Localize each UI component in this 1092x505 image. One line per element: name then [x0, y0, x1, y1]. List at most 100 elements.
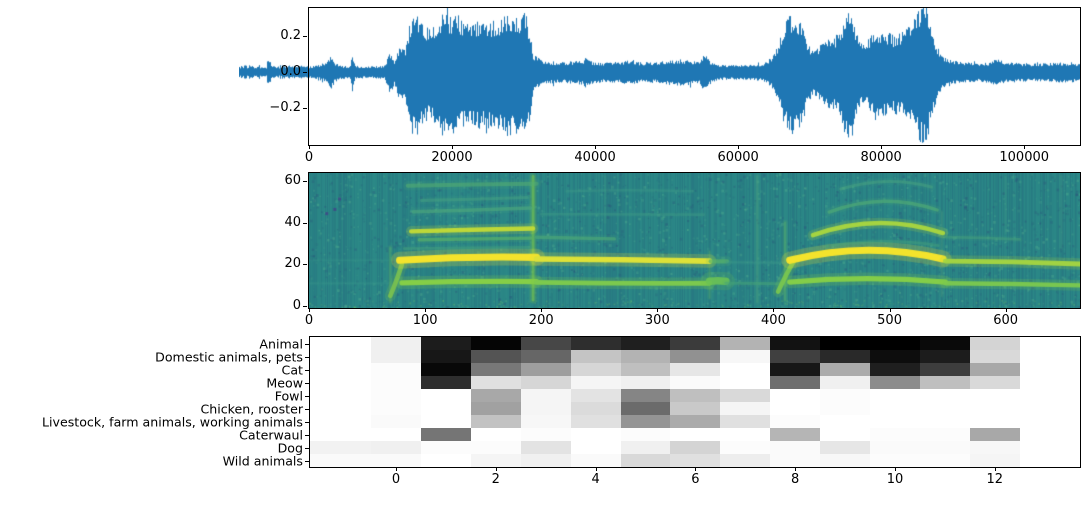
y-tick-label: 0.0 — [280, 64, 301, 79]
x-tick-mark — [595, 467, 597, 471]
x-tick-label: 20000 — [431, 150, 473, 165]
x-tick-mark — [795, 467, 797, 471]
heatmap-cell — [770, 376, 821, 390]
x-tick-mark — [425, 308, 427, 312]
heatmap-cell — [570, 441, 622, 455]
heatmap-margin-cell — [310, 454, 372, 468]
x-tick-label: 200 — [528, 313, 554, 328]
x-tick-mark — [396, 467, 397, 471]
heatmap-cell — [770, 415, 821, 429]
x-tick-label: 600 — [993, 313, 1019, 328]
heatmap-cell — [720, 337, 771, 351]
class-tick-mark — [305, 383, 309, 384]
heatmap-cell — [770, 428, 821, 442]
heatmap-cell — [720, 350, 771, 364]
heatmap-cell — [420, 402, 472, 416]
heatmap-cell — [969, 454, 1021, 468]
heatmap-cell — [919, 376, 971, 390]
heatmap-cell — [969, 376, 1021, 390]
y-tick-label: 0.2 — [280, 28, 301, 43]
heatmap-cell — [470, 389, 522, 403]
x-tick-mark — [595, 145, 597, 149]
heatmap-cell — [870, 402, 921, 416]
heatmap-cell — [820, 376, 871, 390]
y-tick-label: 20 — [284, 256, 301, 271]
heatmap-cell — [770, 454, 821, 468]
waveform-axes — [308, 7, 1081, 146]
x-tick-mark — [657, 308, 659, 312]
x-tick-mark — [889, 308, 891, 312]
heatmap-cell — [520, 350, 572, 364]
heatmap-cell — [620, 389, 671, 403]
heatmap-margin-cell — [310, 350, 372, 364]
y-tick-label: 60 — [284, 173, 301, 188]
heatmap-cell — [820, 402, 871, 416]
heatmap-cell — [770, 402, 821, 416]
heatmap-cell — [620, 428, 671, 442]
heatmap-cell — [670, 415, 721, 429]
heatmap-margin-cell — [310, 441, 372, 455]
heatmap-cell — [670, 402, 721, 416]
heatmap-cell — [371, 376, 422, 390]
class-row-label: Caterwaul — [239, 427, 303, 442]
x-tick-label: 400 — [761, 313, 786, 328]
waveform-overflow-segment — [239, 59, 309, 85]
x-tick-mark — [994, 467, 996, 471]
heatmap-cell — [570, 363, 622, 377]
class-tick-mark — [305, 344, 309, 345]
heatmap-cell — [670, 363, 721, 377]
class-row-label: Wild animals — [222, 453, 303, 468]
heatmap-cell — [870, 389, 921, 403]
heatmap-cell — [870, 363, 921, 377]
class-tick-mark — [305, 357, 309, 358]
heatmap-cell — [620, 376, 671, 390]
heatmap-cell — [969, 389, 1021, 403]
heatmap-cell — [620, 363, 671, 377]
heatmap-cell — [570, 337, 622, 351]
heatmap-cell — [969, 402, 1021, 416]
x-tick-label: 6 — [691, 472, 700, 487]
x-tick-mark — [309, 308, 310, 312]
heatmap-cell — [720, 415, 771, 429]
heatmap-cell — [520, 441, 572, 455]
heatmap-cell — [371, 428, 422, 442]
heatmap-cell — [820, 454, 871, 468]
x-tick-label: 500 — [877, 313, 902, 328]
heatmap-cell — [570, 389, 622, 403]
class-row-label: Chicken, rooster — [200, 401, 303, 416]
heatmap-cell — [470, 402, 522, 416]
heatmap-cell — [570, 402, 622, 416]
heatmap-cell — [670, 337, 721, 351]
heatmap-cell — [620, 350, 671, 364]
heatmap-cell — [470, 363, 522, 377]
heatmap-cell — [371, 389, 422, 403]
x-tick-mark — [895, 467, 896, 471]
y-tick-label: 40 — [284, 215, 301, 230]
heatmap-cell — [570, 350, 622, 364]
x-tick-label: 12 — [986, 472, 1004, 487]
y-tick-mark — [303, 264, 307, 265]
heatmap-cell — [820, 350, 871, 364]
class-tick-mark — [305, 435, 309, 436]
heatmap-cell — [570, 376, 622, 390]
heatmap-cell — [670, 441, 721, 455]
heatmap-cell — [720, 389, 771, 403]
heatmap-cell — [770, 350, 821, 364]
heatmap-cell — [919, 428, 971, 442]
y-tick-label: 0 — [292, 298, 301, 313]
class-tick-mark — [305, 422, 309, 423]
heatmap-cell — [919, 454, 971, 468]
heatmap-cell — [520, 415, 572, 429]
class-tick-mark — [305, 448, 309, 449]
heatmap-margin-cell — [310, 376, 372, 390]
heatmap-cell — [620, 402, 671, 416]
heatmap-cell — [870, 428, 921, 442]
heatmap-margin-cell — [310, 363, 372, 377]
heatmap-cell — [371, 415, 422, 429]
class-row-label: Animal — [259, 336, 303, 351]
class-row-label: Dog — [277, 440, 303, 455]
heatmap-cell — [420, 363, 472, 377]
x-tick-label: 2 — [491, 472, 500, 487]
heatmap-cell — [520, 428, 572, 442]
